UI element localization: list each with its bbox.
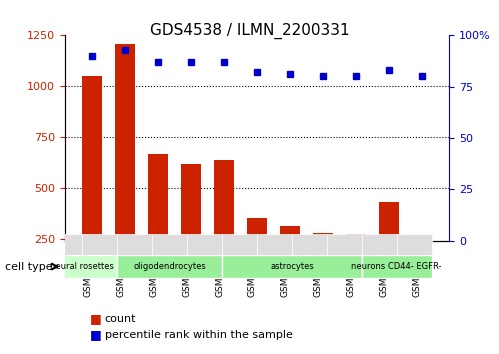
Bar (247, 218, 267, 290)
FancyBboxPatch shape (362, 234, 397, 255)
Bar (117, 255, 222, 278)
Text: neural rosettes: neural rosettes (50, 262, 114, 271)
Bar (222, 255, 362, 278)
FancyBboxPatch shape (47, 234, 82, 255)
Bar (82, 76, 102, 290)
Text: neurons CD44- EGFR-: neurons CD44- EGFR- (351, 262, 442, 271)
Text: oligodendrocytes: oligodendrocytes (133, 262, 206, 271)
FancyBboxPatch shape (152, 234, 187, 255)
FancyBboxPatch shape (82, 234, 117, 255)
FancyBboxPatch shape (327, 234, 362, 255)
Bar (148, 154, 168, 290)
Text: count: count (105, 314, 136, 324)
FancyBboxPatch shape (187, 234, 222, 255)
Bar (280, 227, 300, 290)
Bar (115, 44, 135, 290)
FancyBboxPatch shape (117, 234, 152, 255)
Text: GDS4538 / ILMN_2200331: GDS4538 / ILMN_2200331 (150, 23, 349, 39)
FancyBboxPatch shape (397, 234, 432, 255)
Bar (362, 255, 432, 278)
FancyBboxPatch shape (292, 234, 327, 255)
Text: cell type: cell type (5, 262, 52, 272)
Text: ■: ■ (90, 328, 102, 341)
Bar (313, 233, 333, 290)
FancyBboxPatch shape (222, 234, 257, 255)
FancyBboxPatch shape (257, 234, 292, 255)
Text: percentile rank within the sample: percentile rank within the sample (105, 330, 293, 339)
Text: ■: ■ (90, 312, 102, 325)
Bar (346, 234, 366, 290)
Bar (214, 160, 234, 290)
Bar (379, 202, 399, 290)
Text: astrocytes: astrocytes (270, 262, 314, 271)
Bar (47, 255, 117, 278)
Bar (412, 238, 432, 290)
Bar (181, 165, 201, 290)
